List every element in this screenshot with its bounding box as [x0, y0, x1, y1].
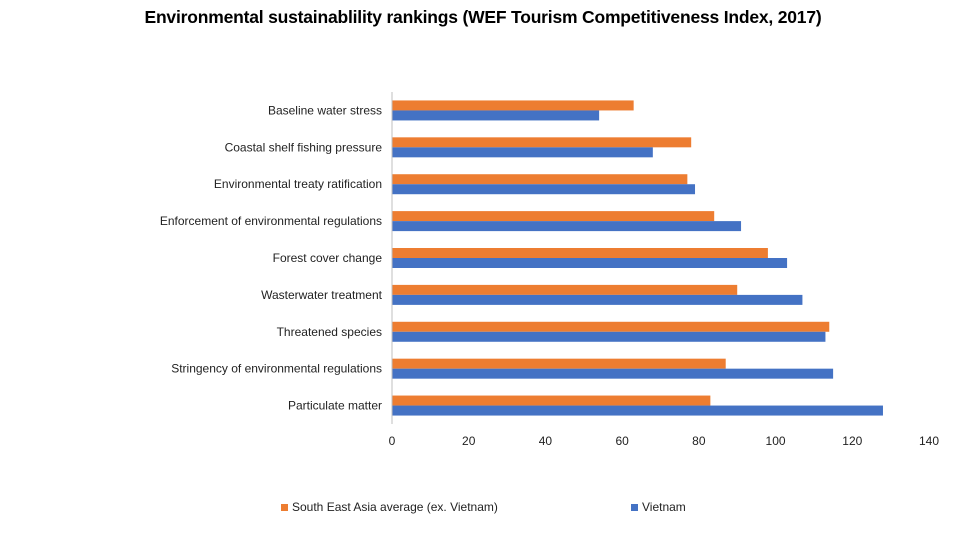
category-label: Coastal shelf fishing pressure: [225, 140, 383, 154]
category-label: Environmental treaty ratification: [214, 177, 382, 191]
bar-vietnam: [392, 294, 803, 305]
x-tick-label: 20: [462, 434, 476, 448]
bar-south-east-asia: [392, 137, 692, 148]
category-label: Enforcement of environmental regulations: [160, 214, 382, 228]
legend-label: South East Asia average (ex. Vietnam): [292, 500, 498, 514]
bar-south-east-asia: [392, 211, 715, 222]
category-label: Wasterwater treatment: [261, 288, 383, 302]
category-label: Particulate matter: [288, 399, 382, 413]
bars: [392, 100, 883, 416]
bar-vietnam: [392, 405, 883, 416]
bar-vietnam: [392, 147, 653, 158]
x-tick-label: 40: [539, 434, 553, 448]
category-label: Baseline water stress: [268, 103, 382, 117]
bar-vietnam: [392, 221, 742, 232]
bar-south-east-asia: [392, 358, 726, 369]
x-tick-label: 120: [842, 434, 862, 448]
legend-label: Vietnam: [642, 500, 686, 514]
x-tick-label: 60: [615, 434, 629, 448]
x-axis-tick-labels: 0 20 40 60 80 100 120 140: [389, 434, 940, 448]
legend-swatch-orange: [281, 503, 288, 511]
bar-south-east-asia: [392, 174, 688, 185]
legend-swatch-blue: [631, 503, 638, 511]
bar-south-east-asia: [392, 321, 830, 332]
bar-vietnam: [392, 331, 826, 342]
bar-vietnam: [392, 110, 600, 121]
category-label: Forest cover change: [273, 251, 383, 265]
x-tick-label: 0: [389, 434, 396, 448]
legend-item-vietnam: Vietnam: [631, 500, 686, 514]
chart-title: Environmental sustainablility rankings (…: [144, 7, 822, 27]
legend-item-south-east-asia: South East Asia average (ex. Vietnam): [281, 500, 498, 514]
bar-south-east-asia: [392, 100, 634, 111]
bar-vietnam: [392, 184, 696, 195]
bar-south-east-asia: [392, 284, 738, 295]
category-labels: Baseline water stress Coastal shelf fishi…: [160, 103, 383, 412]
x-tick-label: 100: [766, 434, 786, 448]
bar-vietnam: [392, 258, 788, 268]
bar-south-east-asia: [392, 248, 768, 258]
bar-vietnam: [392, 368, 834, 379]
x-tick-label: 140: [919, 434, 939, 448]
category-label: Threatened species: [277, 325, 382, 339]
x-tick-label: 80: [692, 434, 706, 448]
category-label: Stringency of environmental regulations: [171, 362, 382, 376]
bar-south-east-asia: [392, 395, 711, 406]
